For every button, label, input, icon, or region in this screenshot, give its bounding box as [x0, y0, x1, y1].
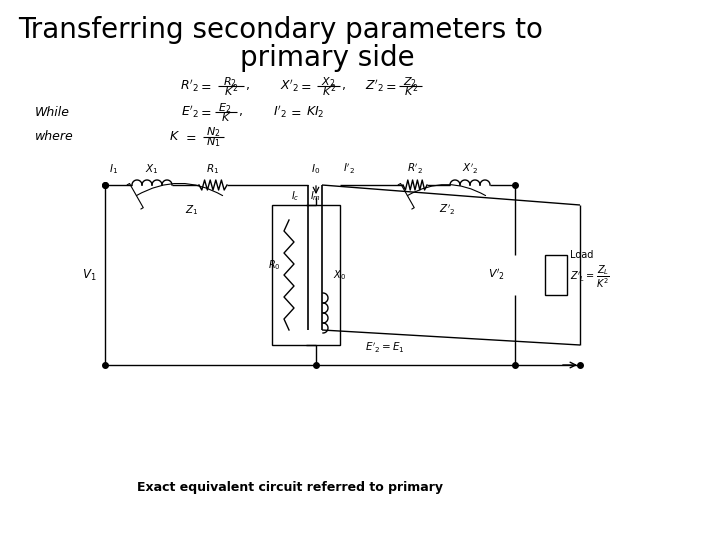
- Text: $X'_2$: $X'_2$: [280, 78, 300, 94]
- Text: $X'_2$: $X'_2$: [462, 162, 478, 176]
- Text: Transferring secondary parameters to: Transferring secondary parameters to: [18, 16, 543, 44]
- Text: $K^2$: $K^2$: [404, 83, 418, 99]
- Text: $V_1$: $V_1$: [83, 267, 97, 282]
- Text: $K^2$: $K^2$: [224, 83, 238, 99]
- Text: $K^2$: $K^2$: [322, 83, 336, 99]
- Text: $I_c$: $I_c$: [291, 189, 300, 203]
- Text: $R_2$: $R_2$: [223, 75, 237, 89]
- Text: $N_2$: $N_2$: [206, 125, 220, 139]
- Text: $I_0$: $I_0$: [312, 162, 320, 176]
- Text: $K$: $K$: [169, 131, 181, 144]
- Text: $I_1$: $I_1$: [109, 162, 118, 176]
- Text: $E'_2 = E_1$: $E'_2 = E_1$: [365, 341, 405, 355]
- Text: $E'_2$: $E'_2$: [181, 104, 199, 120]
- Text: $R'_2$: $R'_2$: [181, 78, 199, 94]
- Text: $E_2$: $E_2$: [218, 101, 232, 115]
- Text: $Z_1$: $Z_1$: [185, 203, 199, 217]
- Text: $Z'_L = \dfrac{Z_L}{K^2}$: $Z'_L = \dfrac{Z_L}{K^2}$: [570, 264, 610, 291]
- Text: $I'_2$: $I'_2$: [343, 162, 355, 176]
- Text: Exact equivalent circuit referred to primary: Exact equivalent circuit referred to pri…: [137, 482, 443, 495]
- Text: primary side: primary side: [240, 44, 415, 72]
- Bar: [272, 205, 340, 345]
- Text: $X_2$: $X_2$: [321, 75, 335, 89]
- Text: $=$: $=$: [183, 131, 197, 144]
- Text: $X_0$: $X_0$: [333, 268, 346, 282]
- Text: Load: Load: [570, 250, 593, 260]
- Text: While: While: [35, 105, 70, 118]
- Text: $R'_2$: $R'_2$: [407, 162, 423, 176]
- Text: $N_1$: $N_1$: [206, 135, 220, 149]
- Text: $I'_2$: $I'_2$: [273, 104, 287, 120]
- Text: $Z'_2$: $Z'_2$: [366, 78, 384, 94]
- Text: $=$: $=$: [383, 79, 397, 92]
- Text: $=$: $=$: [198, 79, 212, 92]
- Text: $X_1$: $X_1$: [145, 162, 159, 176]
- Text: $,$: $,$: [341, 79, 346, 92]
- Bar: [545, 255, 567, 295]
- Text: $Z'_2$: $Z'_2$: [438, 203, 455, 217]
- Text: $KI_2$: $KI_2$: [306, 104, 324, 119]
- Text: $,$: $,$: [245, 79, 249, 92]
- Text: where: where: [35, 131, 73, 144]
- Text: $=$: $=$: [198, 105, 212, 118]
- Text: $R_0$: $R_0$: [269, 258, 281, 272]
- Text: $=$: $=$: [288, 105, 302, 118]
- Text: $=$: $=$: [298, 79, 312, 92]
- Text: $I_m$: $I_m$: [310, 189, 321, 203]
- Text: $K$: $K$: [221, 111, 231, 123]
- Text: $,$: $,$: [238, 105, 243, 118]
- Text: $V'_2$: $V'_2$: [488, 268, 505, 282]
- Text: $Z_2$: $Z_2$: [403, 75, 417, 89]
- Text: $R_1$: $R_1$: [207, 162, 220, 176]
